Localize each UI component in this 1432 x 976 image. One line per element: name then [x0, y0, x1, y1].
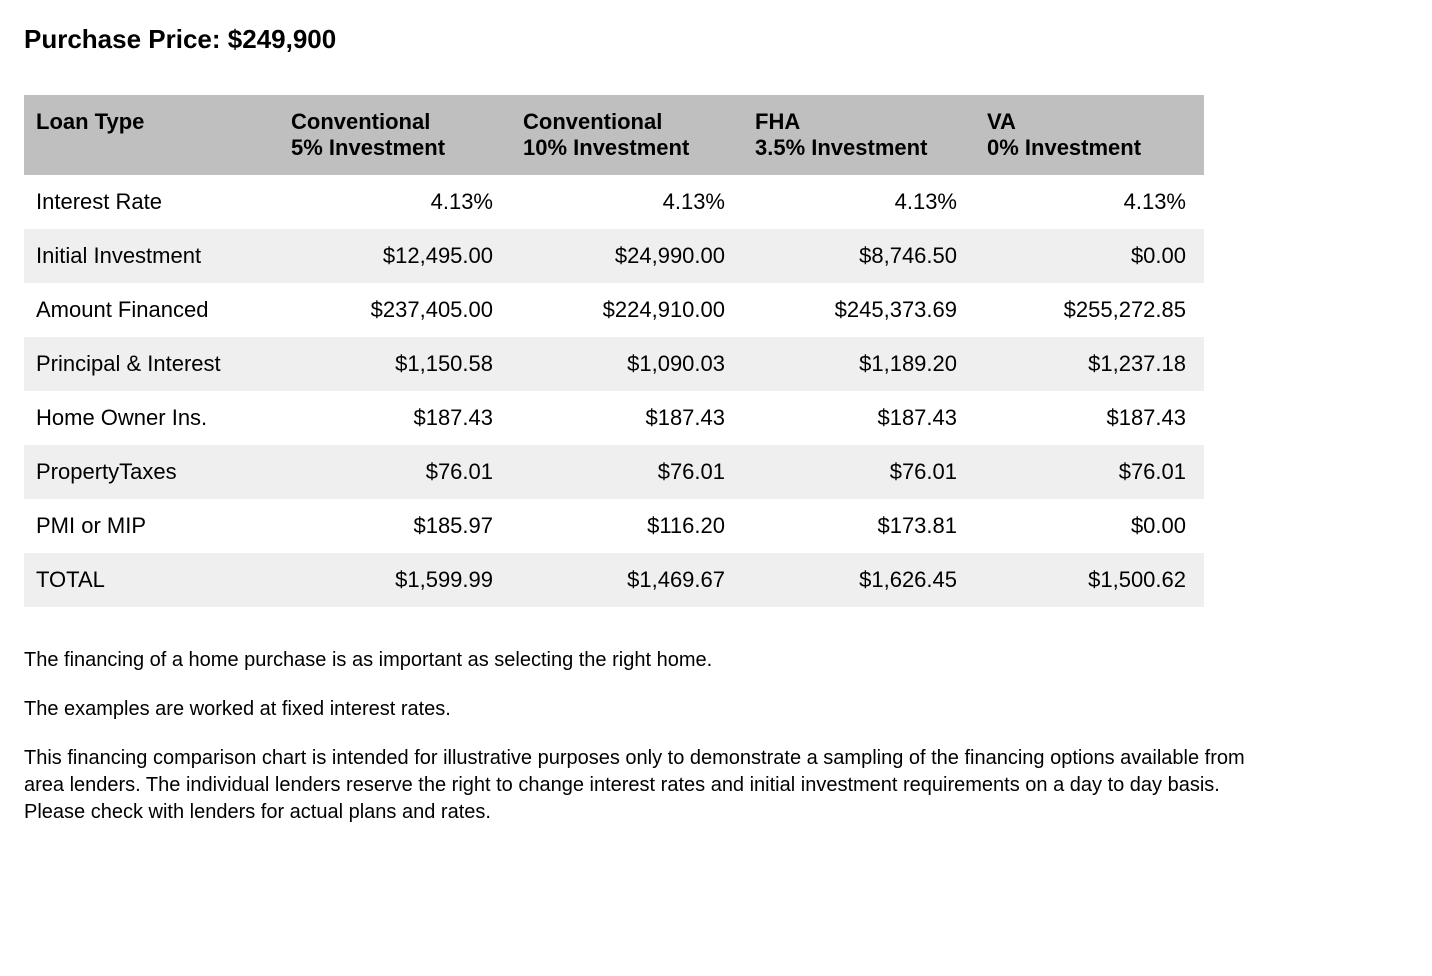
table-row: TOTAL $1,599.99 $1,469.67 $1,626.45 $1,5…	[24, 553, 1204, 607]
cell-value: $76.01	[511, 445, 743, 499]
cell-value: $187.43	[975, 391, 1204, 445]
cell-value: $1,599.99	[279, 553, 511, 607]
cell-value: $187.43	[511, 391, 743, 445]
column-header-line2: 5% Investment	[291, 135, 499, 161]
cell-value: 4.13%	[511, 175, 743, 229]
table-row: PropertyTaxes $76.01 $76.01 $76.01 $76.0…	[24, 445, 1204, 499]
table-row: Principal & Interest $1,150.58 $1,090.03…	[24, 337, 1204, 391]
note-paragraph: The examples are worked at fixed interes…	[24, 696, 1264, 723]
column-header-line1: Loan Type	[36, 109, 144, 134]
column-header-conventional-10: Conventional 10% Investment	[511, 95, 743, 175]
cell-value: 4.13%	[975, 175, 1204, 229]
row-label: Amount Financed	[24, 283, 279, 337]
row-label: Interest Rate	[24, 175, 279, 229]
cell-value: $1,090.03	[511, 337, 743, 391]
table-row: Home Owner Ins. $187.43 $187.43 $187.43 …	[24, 391, 1204, 445]
row-label: PropertyTaxes	[24, 445, 279, 499]
cell-value: $1,150.58	[279, 337, 511, 391]
column-header-line2: 3.5% Investment	[755, 135, 963, 161]
cell-value: $255,272.85	[975, 283, 1204, 337]
row-label: PMI or MIP	[24, 499, 279, 553]
column-header-line1: Conventional	[523, 109, 662, 134]
cell-value: $1,469.67	[511, 553, 743, 607]
column-header-loan-type: Loan Type	[24, 95, 279, 175]
cell-value: $76.01	[743, 445, 975, 499]
row-label: Principal & Interest	[24, 337, 279, 391]
column-header-va: VA 0% Investment	[975, 95, 1204, 175]
cell-value: $224,910.00	[511, 283, 743, 337]
table-row: PMI or MIP $185.97 $116.20 $173.81 $0.00	[24, 499, 1204, 553]
column-header-line2: 0% Investment	[987, 135, 1192, 161]
cell-value: $187.43	[743, 391, 975, 445]
cell-value: $0.00	[975, 499, 1204, 553]
loan-comparison-table: Loan Type Conventional 5% Investment Con…	[24, 95, 1204, 607]
cell-value: $1,500.62	[975, 553, 1204, 607]
note-paragraph: This financing comparison chart is inten…	[24, 745, 1264, 826]
cell-value: $76.01	[279, 445, 511, 499]
column-header-line1: VA	[987, 109, 1016, 134]
page-title: Purchase Price: $249,900	[24, 24, 1408, 55]
cell-value: $173.81	[743, 499, 975, 553]
column-header-fha: FHA 3.5% Investment	[743, 95, 975, 175]
cell-value: $185.97	[279, 499, 511, 553]
cell-value: $76.01	[975, 445, 1204, 499]
row-label: Initial Investment	[24, 229, 279, 283]
table-row: Initial Investment $12,495.00 $24,990.00…	[24, 229, 1204, 283]
table-header-row: Loan Type Conventional 5% Investment Con…	[24, 95, 1204, 175]
row-label: TOTAL	[24, 553, 279, 607]
table-row: Interest Rate 4.13% 4.13% 4.13% 4.13%	[24, 175, 1204, 229]
cell-value: $187.43	[279, 391, 511, 445]
row-label: Home Owner Ins.	[24, 391, 279, 445]
cell-value: $1,626.45	[743, 553, 975, 607]
cell-value: $245,373.69	[743, 283, 975, 337]
cell-value: $1,189.20	[743, 337, 975, 391]
column-header-line1: Conventional	[291, 109, 430, 134]
cell-value: $237,405.00	[279, 283, 511, 337]
cell-value: 4.13%	[279, 175, 511, 229]
note-paragraph: The financing of a home purchase is as i…	[24, 647, 1264, 674]
cell-value: $12,495.00	[279, 229, 511, 283]
cell-value: $8,746.50	[743, 229, 975, 283]
cell-value: $0.00	[975, 229, 1204, 283]
cell-value: 4.13%	[743, 175, 975, 229]
table-row: Amount Financed $237,405.00 $224,910.00 …	[24, 283, 1204, 337]
column-header-line2: 10% Investment	[523, 135, 731, 161]
cell-value: $116.20	[511, 499, 743, 553]
notes-section: The financing of a home purchase is as i…	[24, 647, 1408, 826]
column-header-line1: FHA	[755, 109, 800, 134]
column-header-conventional-5: Conventional 5% Investment	[279, 95, 511, 175]
cell-value: $24,990.00	[511, 229, 743, 283]
cell-value: $1,237.18	[975, 337, 1204, 391]
